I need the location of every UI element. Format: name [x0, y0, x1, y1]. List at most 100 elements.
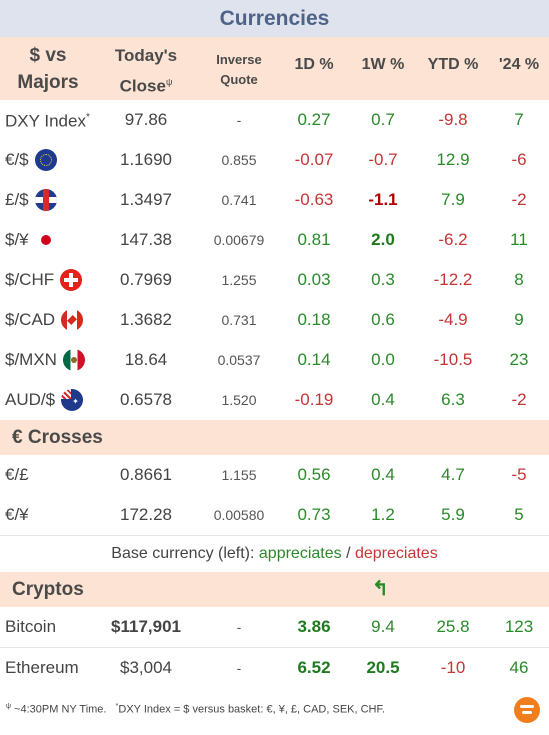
footnote: ψ ~4:30PM NY Time. *DXY Index = $ versus… — [6, 703, 385, 716]
close-value: $117,901 — [111, 617, 181, 636]
crosses-section-header: € Crosses — [0, 420, 549, 455]
table-row: DXY Index* 97.86 - 0.27 0.7 -9.8 7 — [0, 100, 549, 140]
divider — [0, 535, 549, 536]
pair-label: $/¥ — [5, 230, 29, 249]
ytd-value: 6.3 — [441, 390, 465, 409]
legend-depreciates: depreciates — [354, 545, 438, 562]
pair-label: DXY Index* — [5, 111, 90, 131]
y24-value: 5 — [514, 505, 524, 524]
footnote-dxy: DXY Index = $ versus basket: €, ¥, £, CA… — [118, 703, 386, 716]
close-value: 0.7969 — [120, 270, 172, 289]
w1-value: 1.2 — [371, 505, 395, 524]
w1-value: -1.1 — [368, 190, 398, 209]
pair-cell: AUD/$ — [5, 380, 84, 420]
japan-flag-icon — [34, 229, 57, 251]
divider — [0, 647, 549, 648]
inverse-value: 0.741 — [221, 192, 257, 208]
y24-value: 9 — [514, 310, 524, 329]
inverse-value: 0.855 — [221, 152, 257, 168]
d1-value: -0.07 — [294, 150, 334, 169]
d1-value: 0.27 — [297, 110, 331, 129]
pair-label: $/CHF — [5, 270, 55, 289]
majors-table: DXY Index* 97.86 - 0.27 0.7 -9.8 7 €/$ 1.1690 0.8… — [0, 100, 549, 420]
table-row: Bitcoin $117,901 - 3.86 9.4 25.8 123 — [0, 607, 549, 647]
header-inverse: Inverse Quote — [216, 52, 262, 87]
ytd-value: -12.2 — [433, 270, 473, 289]
pair-label: $/MXN — [5, 350, 57, 369]
table-row: Ethereum $3,004 - 6.52 20.5 -10 46 — [0, 648, 549, 688]
pair-label: AUD/$ — [5, 390, 56, 409]
pair-label: €/¥ — [5, 505, 29, 524]
pair-label: €/£ — [5, 465, 29, 484]
color-legend: Base currency (left): appreciates / depr… — [0, 536, 549, 572]
pair-label: £/$ — [5, 190, 29, 209]
eu-flag-icon — [34, 149, 57, 171]
d1-value: -0.63 — [294, 190, 334, 209]
y24-value: 8 — [514, 270, 524, 289]
pair-cell: $/CAD — [5, 300, 84, 340]
cryptos-title: Cryptos — [12, 579, 84, 600]
y24-value: -6 — [511, 150, 527, 169]
close-value: 0.8661 — [120, 465, 172, 484]
d1-value: 0.03 — [297, 270, 331, 289]
inverse-value: 0.0537 — [217, 352, 261, 368]
legend-slash: / — [341, 545, 355, 562]
table-row: £/$ 1.3497 0.741 -0.63 -1.1 7.9 -2 — [0, 180, 549, 220]
y24-value: -2 — [511, 390, 527, 409]
d1-value: -0.19 — [294, 390, 334, 409]
crosses-title: € Crosses — [12, 427, 103, 448]
d1-value: 0.73 — [297, 505, 331, 524]
pair-label: $/CAD — [5, 310, 56, 329]
legend-prefix: Base currency (left): — [111, 545, 259, 562]
inverse-value: 1.255 — [221, 272, 257, 288]
d1-value: 0.18 — [297, 310, 331, 329]
pair-label: €/$ — [5, 150, 29, 169]
pair-cell: $/¥ — [5, 220, 57, 260]
header-close: Today's Closeψ — [114, 46, 178, 96]
y24-value: 23 — [509, 350, 529, 369]
d1-value: 0.14 — [297, 350, 331, 369]
y24-value: 11 — [510, 230, 528, 249]
d1-value: 6.52 — [297, 658, 331, 677]
table-row: €/£ 0.8661 1.155 0.56 0.4 4.7 -5 — [0, 455, 549, 495]
w1-value: -0.7 — [368, 150, 398, 169]
turn-arrow-icon: ↰ — [372, 578, 389, 600]
crosses-table: €/£ 0.8661 1.155 0.56 0.4 4.7 -5 €/¥ 172.28 0.005… — [0, 455, 549, 535]
inverse-value: 1.520 — [221, 392, 257, 408]
pair-cell: €/$ — [5, 140, 57, 180]
close-value: 18.64 — [124, 350, 168, 369]
canada-flag-icon — [61, 309, 84, 331]
pair-cell: DXY Index* — [5, 100, 90, 140]
ytd-value: -10 — [440, 658, 466, 677]
page-title: Currencies — [219, 6, 330, 30]
w1-value: 0.6 — [371, 310, 395, 329]
d1-value: 0.56 — [297, 465, 331, 484]
table-row: €/¥ 172.28 0.00580 0.73 1.2 5.9 5 — [0, 495, 549, 535]
footnote-time: ~4:30PM NY Time. — [11, 703, 107, 716]
ytd-value: -6.2 — [438, 230, 468, 249]
d1-value: 3.86 — [297, 617, 331, 636]
y24-value: -5 — [511, 465, 527, 484]
w1-value: 9.4 — [371, 617, 395, 636]
table-row: $/CAD 1.3682 0.731 0.18 0.6 -4.9 9 — [0, 300, 549, 340]
brand-logo-icon[interactable] — [514, 697, 540, 723]
header-1w: 1W % — [361, 56, 405, 73]
ytd-value: 4.7 — [441, 465, 465, 484]
w1-value: 0.4 — [371, 465, 395, 484]
header-24: '24 % — [498, 56, 540, 73]
australia-flag-icon — [61, 389, 84, 411]
uk-flag-icon — [34, 189, 57, 211]
header-1d: 1D % — [294, 56, 334, 73]
pair-cell: $/MXN — [5, 340, 85, 380]
y24-value: 7 — [514, 110, 524, 129]
w1-value: 0.7 — [371, 110, 395, 129]
inverse-value: 0.00580 — [213, 507, 265, 523]
close-value: 172.28 — [120, 505, 172, 524]
table-header: $ vs Majors Today's Closeψ Inverse Quote 1D… — [0, 37, 549, 100]
ytd-value: 5.9 — [441, 505, 465, 524]
ytd-value: -9.8 — [438, 110, 468, 129]
swiss-flag-icon — [60, 269, 83, 291]
close-value: 147.38 — [120, 230, 172, 249]
inverse-value: 0.731 — [221, 312, 257, 328]
w1-value: 2.0 — [371, 230, 395, 249]
